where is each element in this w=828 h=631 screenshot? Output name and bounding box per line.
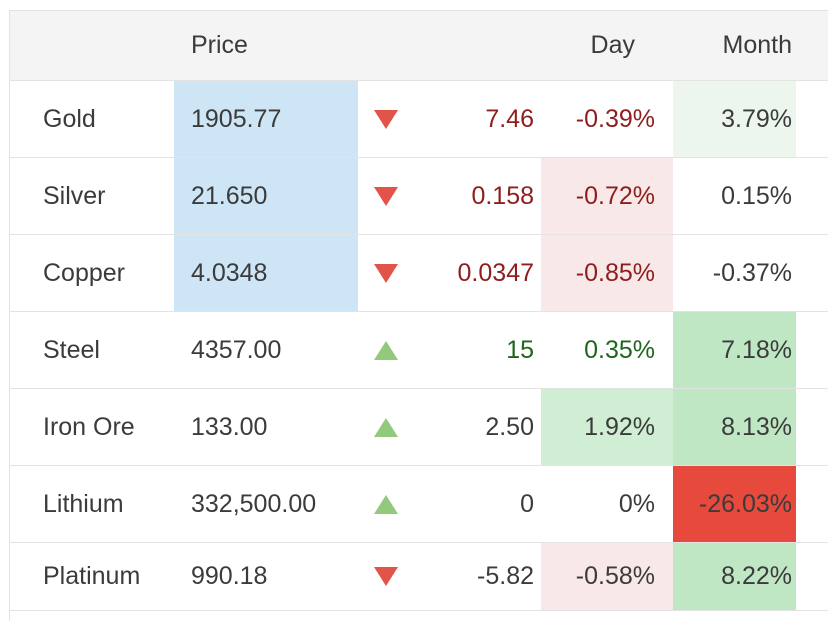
price-value: 990.18 bbox=[191, 562, 268, 590]
header-cell-month: Month bbox=[722, 31, 792, 59]
month-change-cell: 3.79% bbox=[673, 81, 796, 157]
day-change-cell: 0.35% bbox=[584, 335, 655, 364]
commodity-name: Steel bbox=[43, 335, 100, 364]
header-cell-day: Day bbox=[590, 31, 635, 59]
table-header: Price Day Month bbox=[10, 11, 828, 81]
price-value: 4357.00 bbox=[191, 335, 282, 364]
price-cell: 21.650 bbox=[174, 158, 358, 234]
table-body: Gold 1905.77 7.46 -0.39% 3.79% Silver 21… bbox=[10, 81, 828, 611]
commodities-table: Price Day Month Gold 1905.77 7.46 -0.39%… bbox=[9, 10, 828, 621]
price-cell: 4357.00 bbox=[174, 312, 358, 388]
change-cell: 15 bbox=[358, 312, 541, 388]
extra-cell bbox=[796, 235, 828, 311]
change-value: -5.82 bbox=[477, 562, 534, 590]
change-value: 15 bbox=[506, 335, 534, 364]
table-row[interactable]: Copper 4.0348 0.0347 -0.85% -0.37% bbox=[10, 235, 828, 312]
price-cell: 332,500.00 bbox=[174, 466, 358, 542]
down-arrow-icon bbox=[374, 186, 398, 206]
header-cell-extra bbox=[796, 11, 828, 80]
day-change-cell: 1.92% bbox=[541, 389, 673, 465]
price-value: 133.00 bbox=[191, 412, 268, 441]
change-value: 0.158 bbox=[471, 181, 534, 210]
change-cell: 7.46 bbox=[358, 81, 541, 157]
month-change-cell: -0.37% bbox=[712, 258, 792, 287]
commodity-name: Platinum bbox=[43, 562, 141, 590]
commodity-name: Silver bbox=[43, 181, 106, 210]
price-cell: 1905.77 bbox=[174, 81, 358, 157]
price-value: 1905.77 bbox=[191, 104, 282, 133]
month-change-cell: 7.18% bbox=[673, 312, 796, 388]
change-value: 0 bbox=[520, 489, 534, 518]
extra-cell bbox=[796, 543, 828, 610]
extra-cell bbox=[796, 81, 828, 157]
commodity-name: Copper bbox=[43, 258, 125, 287]
commodity-name: Gold bbox=[43, 104, 96, 133]
change-cell: 2.50 bbox=[358, 389, 541, 465]
extra-cell bbox=[796, 389, 828, 465]
up-arrow-icon bbox=[374, 417, 398, 437]
down-arrow-icon bbox=[374, 263, 398, 283]
header-cell-change bbox=[358, 11, 541, 80]
change-cell: 0.158 bbox=[358, 158, 541, 234]
down-arrow-icon bbox=[374, 567, 398, 586]
down-arrow-icon bbox=[374, 109, 398, 129]
table-row[interactable]: Steel 4357.00 15 0.35% 7.18% bbox=[10, 312, 828, 389]
price-cell: 990.18 bbox=[174, 543, 358, 610]
table-row[interactable]: Platinum 990.18 -5.82 -0.58% 8.22% bbox=[10, 543, 828, 611]
day-change-cell: -0.58% bbox=[541, 543, 673, 610]
header-cell-commodity bbox=[10, 11, 174, 80]
commodity-name: Lithium bbox=[43, 489, 124, 518]
month-change-cell: 8.13% bbox=[673, 389, 796, 465]
commodity-name: Iron Ore bbox=[43, 412, 135, 441]
header-cell-price: Price bbox=[191, 31, 248, 59]
day-change-cell: -0.39% bbox=[575, 104, 655, 133]
table-row[interactable]: Iron Ore 133.00 2.50 1.92% 8.13% bbox=[10, 389, 828, 466]
day-change-cell: -0.72% bbox=[541, 158, 673, 234]
day-change-cell: 0% bbox=[618, 489, 655, 518]
up-arrow-icon bbox=[374, 340, 398, 360]
month-change-cell: 0.15% bbox=[721, 181, 792, 210]
price-value: 21.650 bbox=[191, 181, 268, 210]
table-row[interactable]: Gold 1905.77 7.46 -0.39% 3.79% bbox=[10, 81, 828, 158]
change-value: 0.0347 bbox=[457, 258, 534, 287]
extra-cell bbox=[796, 466, 828, 542]
extra-cell bbox=[796, 158, 828, 234]
price-value: 332,500.00 bbox=[191, 489, 317, 518]
extra-cell bbox=[796, 312, 828, 388]
table-row[interactable]: Silver 21.650 0.158 -0.72% 0.15% bbox=[10, 158, 828, 235]
change-cell: 0.0347 bbox=[358, 235, 541, 311]
table-row[interactable]: Lithium 332,500.00 0 0% -26.03% bbox=[10, 466, 828, 543]
price-value: 4.0348 bbox=[191, 258, 268, 287]
month-change-cell: -26.03% bbox=[673, 466, 796, 542]
up-arrow-icon bbox=[374, 494, 398, 514]
change-value: 7.46 bbox=[485, 104, 534, 133]
day-change-cell: -0.85% bbox=[541, 235, 673, 311]
month-change-cell: 8.22% bbox=[673, 543, 796, 610]
change-cell: -5.82 bbox=[358, 543, 541, 610]
price-cell: 133.00 bbox=[174, 389, 358, 465]
clipped-next-row bbox=[10, 611, 828, 621]
price-cell: 4.0348 bbox=[174, 235, 358, 311]
change-value: 2.50 bbox=[485, 412, 534, 441]
change-cell: 0 bbox=[358, 466, 541, 542]
